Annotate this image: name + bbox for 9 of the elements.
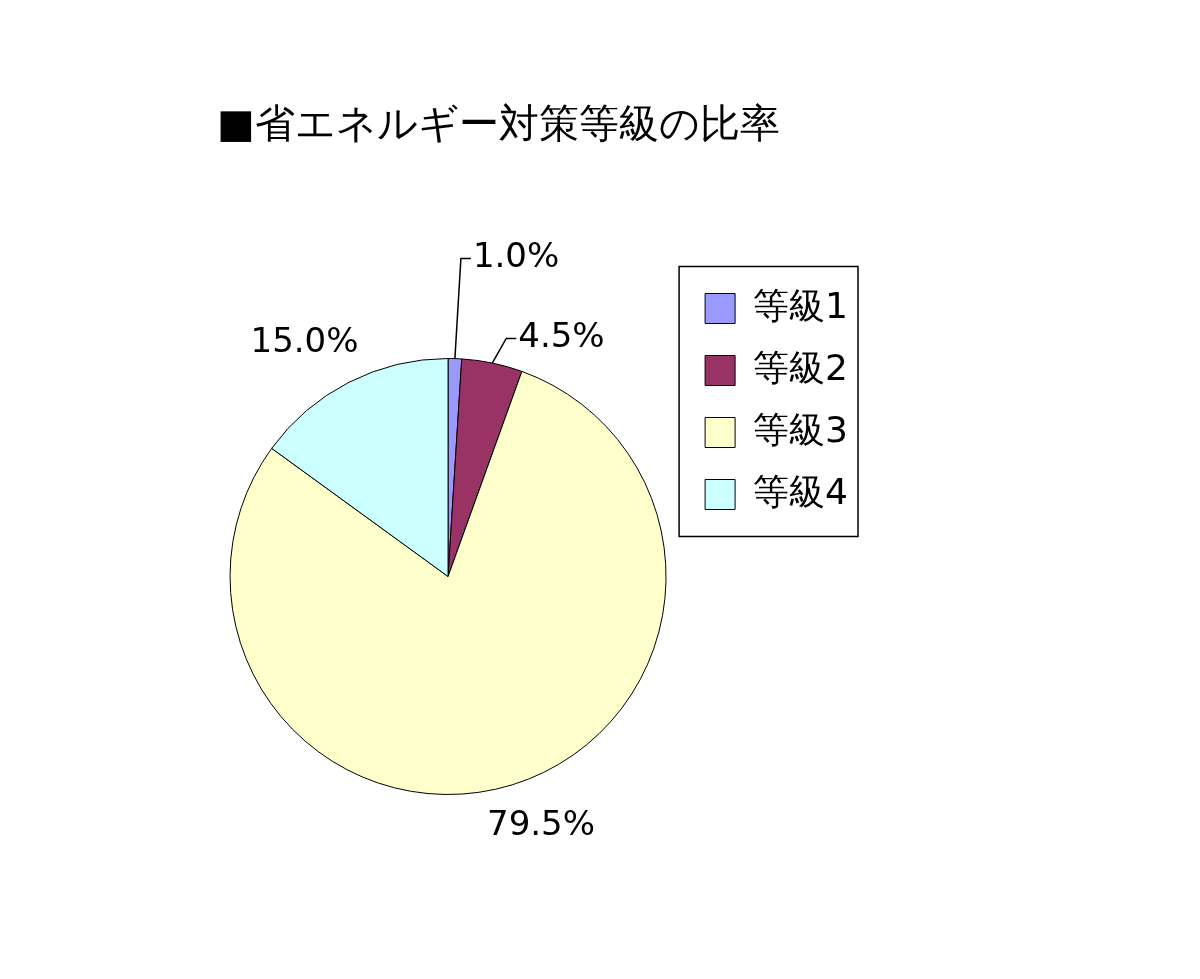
- legend-label: 等級1: [753, 284, 848, 326]
- legend-label: 等級4: [753, 470, 848, 512]
- chart-title: ■省エネルギー対策等級の比率: [217, 100, 780, 147]
- data-label: 15.0%: [250, 320, 359, 361]
- data-label: 4.5%: [518, 315, 605, 356]
- data-label: 79.5%: [486, 803, 595, 844]
- data-label: 1.0%: [472, 235, 560, 276]
- legend-label: 等級3: [753, 408, 848, 450]
- legend-label: 等級2: [753, 346, 848, 388]
